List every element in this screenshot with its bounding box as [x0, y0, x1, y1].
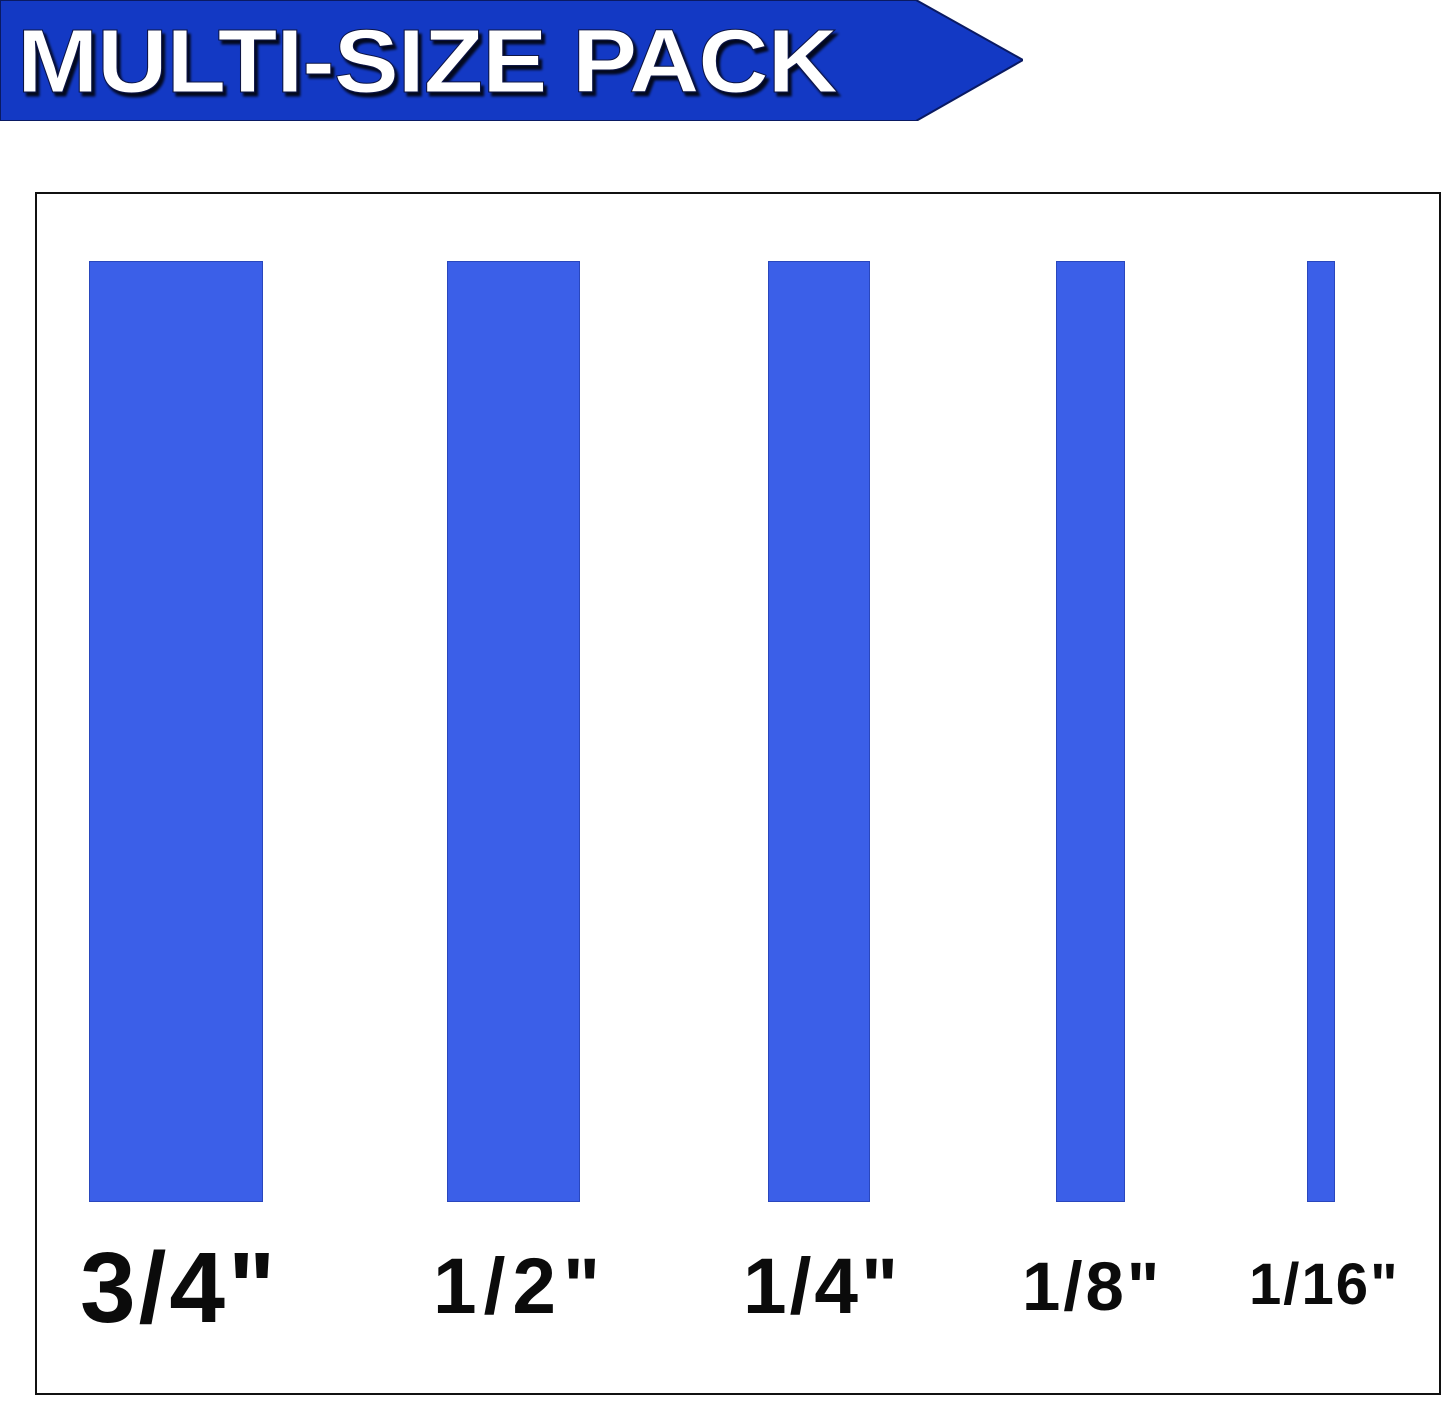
svg-text:MULTI-SIZE PACK: MULTI-SIZE PACK [17, 12, 838, 112]
